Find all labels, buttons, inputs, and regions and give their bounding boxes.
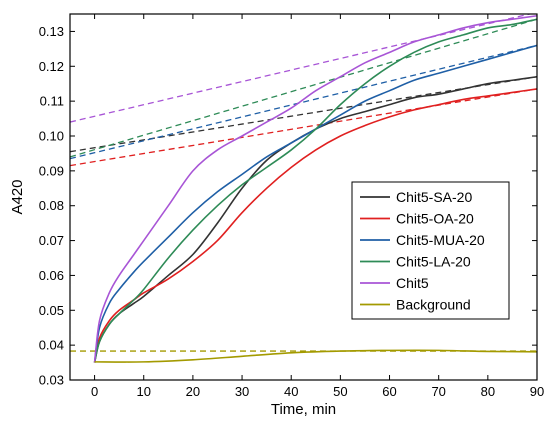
legend-label: Chit5-OA-20	[396, 211, 474, 227]
legend: Chit5-SA-20 Chit5-OA-20 Chit5-MUA-20 Chit5-…	[351, 181, 510, 320]
y-tick-label: 0.05	[39, 303, 64, 318]
x-axis-ticks: 0 10 20 30 40 50 60 70 80 90	[91, 14, 544, 399]
series-line-chit5-mua-20	[93, 44, 537, 363]
plot-frame	[69, 13, 538, 381]
data-series-lines	[93, 14, 537, 363]
series-line-chit5-oa-20	[93, 88, 537, 363]
y-tick-label: 0.13	[39, 24, 64, 39]
series-line-chit5-la-20	[93, 18, 537, 363]
x-tick-label: 70	[431, 384, 445, 399]
y-tick-label: 0.08	[39, 198, 64, 213]
x-axis-title: Time, min	[271, 401, 336, 418]
legend-label: Chit5-SA-20	[396, 189, 472, 205]
y-axis-ticks: 0.03 0.04 0.05 0.06 0.07 0.08 0.09 0.10 0.11 0.12…	[39, 24, 537, 388]
legend-label: Background	[396, 297, 471, 313]
linear-fit-line-4	[70, 18, 537, 158]
x-tick-label: 50	[333, 384, 347, 399]
y-tick-label: 0.03	[39, 373, 64, 388]
linear-fit-line-5	[70, 14, 533, 123]
y-axis-title: A420	[9, 179, 26, 214]
series-line-chit5	[93, 14, 537, 363]
legend-label: Chit5	[396, 275, 429, 291]
linear-fit-line-2	[70, 88, 537, 167]
x-tick-label: 20	[186, 384, 200, 399]
x-tick-label: 0	[91, 384, 98, 399]
x-tick-label: 80	[481, 384, 495, 399]
y-tick-label: 0.11	[40, 94, 64, 109]
x-tick-label: 30	[235, 384, 249, 399]
legend-box	[351, 181, 510, 320]
legend-label: Chit5-MUA-20	[396, 232, 485, 248]
x-tick-label: 90	[530, 384, 544, 399]
x-tick-label: 60	[382, 384, 396, 399]
y-tick-label: 0.09	[39, 163, 64, 178]
x-tick-label: 10	[137, 384, 151, 399]
linear-fit-line-3	[70, 44, 537, 160]
y-tick-label: 0.04	[39, 338, 64, 353]
series-line-background	[94, 349, 537, 363]
legend-label: Chit5-LA-20	[396, 254, 471, 270]
y-tick-label: 0.07	[39, 233, 64, 248]
y-tick-label: 0.12	[39, 59, 64, 74]
y-tick-label: 0.06	[39, 268, 64, 283]
y-tick-label: 0.10	[39, 129, 64, 144]
series-line-chit5-sa-20	[93, 75, 537, 363]
x-tick-label: 40	[284, 384, 298, 399]
